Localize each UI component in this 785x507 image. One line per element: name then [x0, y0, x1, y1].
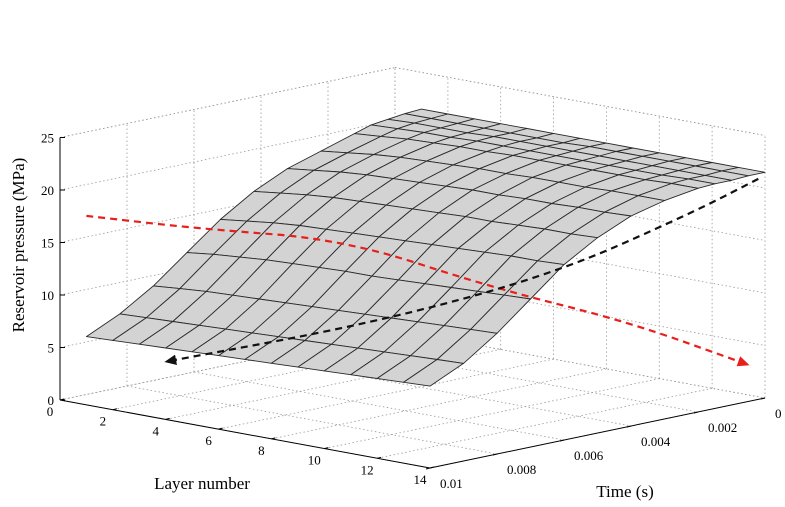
x-tick-mark	[165, 417, 170, 420]
grid-line-t	[327, 343, 699, 413]
x-axis-title: Layer number	[154, 474, 250, 493]
x-tick-label: 10	[308, 453, 321, 468]
y-tick-label: 0.004	[641, 434, 671, 449]
x-tick-mark	[429, 466, 435, 469]
grid-line-top	[394, 67, 766, 136]
grid-line-t	[394, 329, 766, 399]
y-tick-label: 0.008	[507, 462, 536, 477]
tick-labels: 0 5 10 15 20 25 0 2 4 6 8 10 12 14 0 0.002 0.004 0.006 0.0…	[41, 131, 782, 492]
y-tick-mark	[559, 439, 565, 442]
z-tick-label: 15	[41, 236, 54, 251]
grid-line-z	[59, 67, 396, 138]
y-tick-mark	[626, 425, 632, 428]
z-tick-label: 20	[41, 183, 54, 198]
x-tick-mark	[59, 398, 65, 401]
x-tick-mark	[218, 427, 223, 430]
y-tick-label: 0.006	[574, 448, 604, 463]
grid-line-t	[193, 371, 565, 441]
annotation-paths	[86, 177, 759, 367]
x-tick-label: 0	[47, 404, 54, 419]
x-tick-label: 12	[361, 462, 374, 477]
grid-line-z	[59, 119, 396, 191]
y-tick-label: 0	[775, 406, 782, 421]
z-tick-label: 10	[41, 288, 54, 303]
pressure-surface	[85, 108, 766, 387]
y-tick-mark	[693, 411, 699, 414]
y-axis-title: Time (s)	[596, 482, 653, 501]
x-tick-mark	[271, 437, 276, 440]
black-dashed-path	[164, 177, 759, 365]
x-tick-mark	[376, 456, 382, 459]
z-tick-label: 5	[48, 341, 55, 356]
z-axis-title: Reservoir pressure (MPa)	[9, 158, 28, 333]
x-tick-label: 14	[414, 472, 428, 487]
x-tick-mark	[112, 408, 118, 411]
y-axis-line	[429, 397, 766, 469]
y-tick-label: 0.01	[440, 476, 463, 491]
x-tick-label: 6	[205, 433, 212, 448]
grid-line-layer	[377, 387, 713, 459]
surface-facet	[403, 359, 464, 387]
red-dashed-path	[86, 214, 750, 367]
x-tick-mark	[324, 447, 329, 450]
x-tick-label: 8	[258, 443, 265, 458]
x-axis-line	[59, 399, 431, 469]
grid-line-t	[126, 385, 498, 455]
grid-line-layer	[218, 358, 554, 430]
y-tick-label: 0.002	[708, 420, 737, 435]
grid-line-z	[394, 224, 766, 294]
y-tick-mark	[492, 453, 498, 456]
z-tick-label: 25	[41, 131, 54, 146]
grid-line-z	[394, 277, 766, 346]
x-tick-label: 4	[152, 423, 159, 438]
y-tick-mark	[760, 397, 766, 400]
z-tick-label: 0	[48, 393, 55, 408]
x-tick-label: 2	[100, 414, 107, 429]
grid-line-top	[59, 67, 396, 138]
y-tick-mark	[425, 467, 431, 470]
grid-line-t	[260, 357, 632, 427]
axes	[59, 137, 766, 470]
grid-line-layer	[324, 378, 660, 449]
grid-line-layer	[271, 368, 607, 440]
